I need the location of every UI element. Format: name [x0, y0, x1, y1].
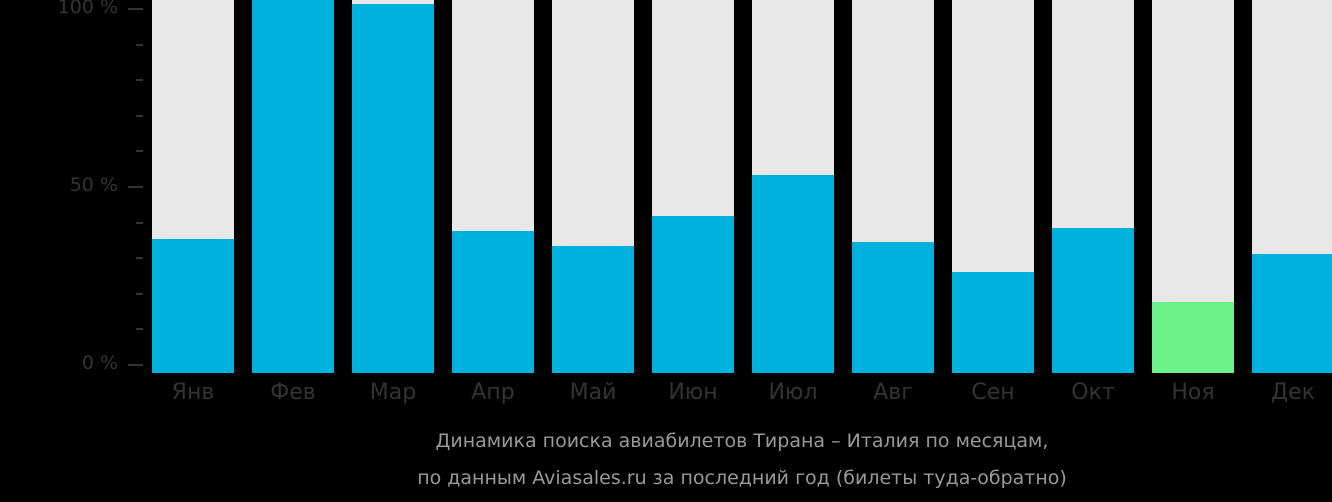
- y-axis-minor-tick: [136, 328, 143, 331]
- bar-3: [352, 0, 434, 373]
- x-axis-label: Май: [569, 380, 617, 405]
- bar-fill: [1252, 253, 1332, 373]
- x-axis-label: Дек: [1270, 380, 1315, 405]
- bar-fill: [652, 216, 734, 373]
- y-axis-minor-tick: [136, 79, 143, 82]
- bar-5: [552, 0, 634, 373]
- y-axis-minor-tick: [136, 221, 143, 224]
- bar-8: [852, 0, 934, 373]
- bar-2: [252, 0, 334, 373]
- bar-fill: [552, 246, 634, 373]
- bar-fill: [1052, 227, 1134, 373]
- bar-4: [452, 0, 534, 373]
- y-axis-minor-tick: [136, 43, 143, 46]
- y-axis-major-tick: [128, 364, 143, 366]
- bar-6: [652, 0, 734, 373]
- bar-1: [152, 0, 234, 373]
- y-axis-minor-tick: [136, 292, 143, 295]
- bar-fill: [152, 238, 234, 373]
- bar-fill: [952, 272, 1034, 373]
- bar-fill: [352, 3, 434, 373]
- y-axis-minor-tick: [136, 150, 143, 153]
- y-axis-minor-tick: [136, 114, 143, 117]
- x-axis-label: Янв: [171, 380, 215, 405]
- x-axis-label: Авг: [873, 380, 913, 405]
- bar-12: [1252, 0, 1332, 373]
- bar-fill: [1152, 302, 1234, 373]
- bar-fill: [852, 242, 934, 373]
- x-axis-label: Ноя: [1171, 380, 1215, 405]
- x-axis-label: Сен: [971, 380, 1015, 405]
- bar-fill: [452, 231, 534, 373]
- y-axis-major-tick: [128, 186, 143, 188]
- chart-caption-line2: по данным Aviasales.ru за последний год …: [417, 467, 1067, 489]
- bar-fill: [252, 0, 334, 373]
- x-axis-label: Фев: [270, 380, 316, 405]
- y-axis-label: 0 %: [81, 352, 118, 374]
- bar-11: [1152, 0, 1234, 373]
- x-axis-label: Мар: [369, 380, 417, 405]
- x-axis-label: Июн: [668, 380, 718, 405]
- x-axis-label: Окт: [1071, 380, 1115, 405]
- x-axis-label: Апр: [471, 380, 515, 405]
- bar-10: [1052, 0, 1134, 373]
- chart-caption-line1: Динамика поиска авиабилетов Тирана – Ита…: [435, 430, 1049, 452]
- bar-9: [952, 0, 1034, 373]
- y-axis-major-tick: [128, 8, 143, 10]
- bar-fill: [752, 175, 834, 373]
- y-axis-label: 50 %: [69, 174, 118, 196]
- y-axis-minor-tick: [136, 257, 143, 260]
- bar-7: [752, 0, 834, 373]
- y-axis-label: 100 %: [57, 0, 118, 18]
- x-axis-label: Июл: [768, 380, 818, 405]
